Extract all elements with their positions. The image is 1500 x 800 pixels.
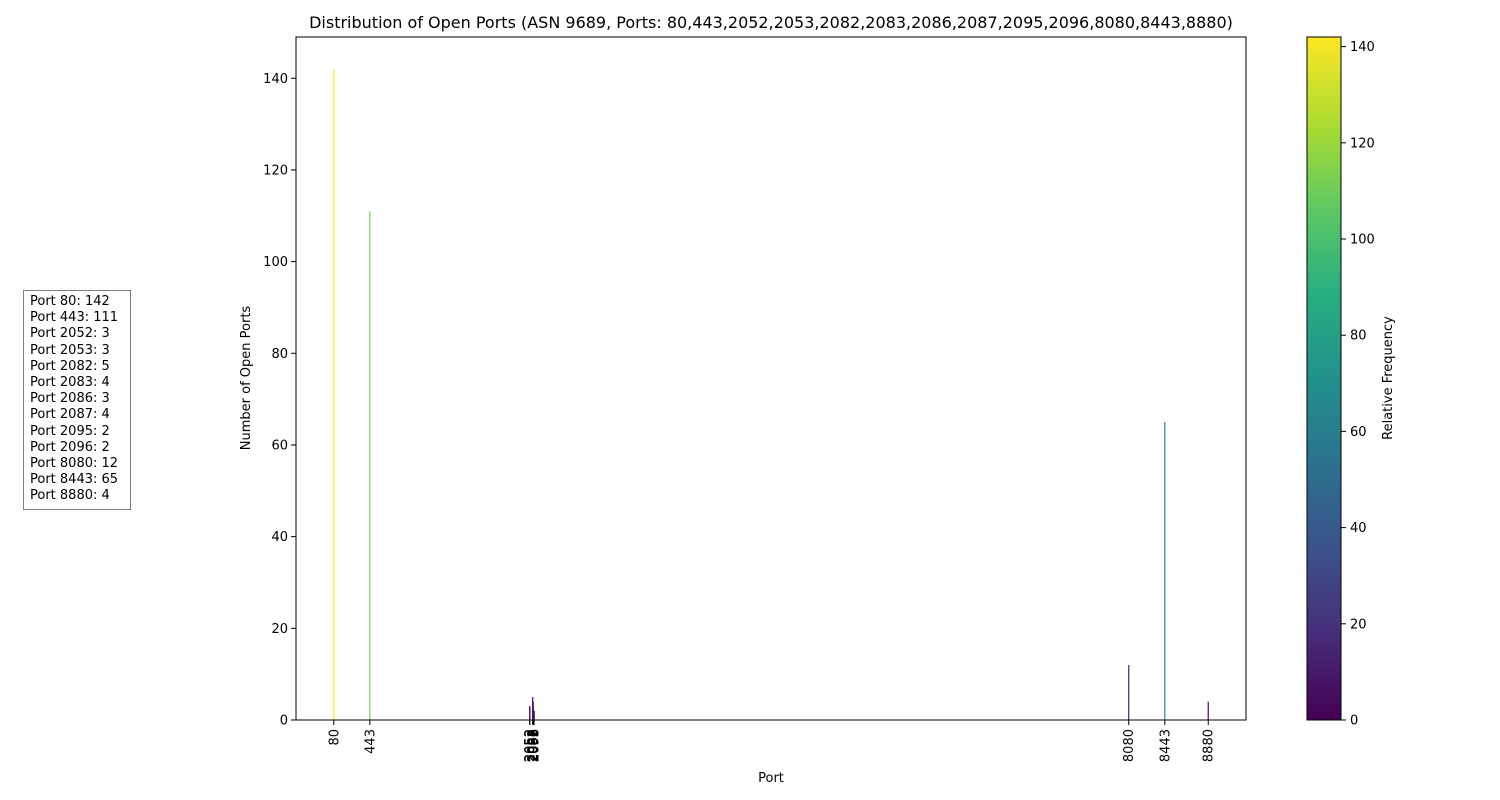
- annotation-line: Port 2095: 2: [30, 423, 110, 439]
- colorbar-ticks: 0 20 40 60 80 100 120 140: [1341, 40, 1375, 729]
- colorbar-tick-label: 80: [1350, 329, 1367, 344]
- colorbar-tick-label: 120: [1350, 136, 1375, 151]
- annotation-line: Port 8880: 4: [30, 488, 110, 504]
- y-tick-label: 60: [271, 438, 288, 453]
- colorbar-tick-label: 20: [1350, 617, 1367, 632]
- y-tick-label: 140: [263, 72, 288, 87]
- y-axis-ticks: 0 20 40 60 80 100 120 140: [263, 72, 296, 729]
- annotation-line: Port 2087: 4: [30, 407, 110, 423]
- chart-title: Distribution of Open Ports (ASN 9689, Po…: [309, 13, 1233, 32]
- y-axis-label: Number of Open Ports: [239, 306, 254, 451]
- annotation-line: Port 443: 111: [30, 310, 119, 326]
- x-tick-label: 2083: [526, 729, 541, 762]
- x-tick-label: 2053: [523, 729, 538, 762]
- annotation-line: Port 2053: 3: [30, 342, 110, 358]
- x-tick-label: 8080: [1122, 729, 1137, 762]
- bar-port-2096: [533, 710, 535, 720]
- colorbar-tick-label: 0: [1350, 714, 1358, 729]
- annotation-line: Port 80: 142: [30, 294, 110, 309]
- annotation-line: Port 2083: 4: [30, 375, 110, 391]
- annotation-line: Port 2082: 5: [30, 358, 110, 374]
- x-tick-label: 2087: [527, 729, 542, 762]
- x-tick-label: 2052: [523, 729, 538, 762]
- bar-port-8443: [1164, 422, 1166, 720]
- port-counts-annotation: Port 80: 142 Port 443: 111 Port 2052: 3 …: [23, 290, 131, 510]
- annotation-line: Port 2086: 3: [30, 391, 110, 407]
- x-tick-label: 2082: [526, 729, 541, 762]
- x-tick-label: 2095: [527, 729, 542, 762]
- y-tick-label: 100: [263, 255, 288, 270]
- x-tick-label: 2086: [527, 729, 542, 762]
- bar-port-8080: [1128, 664, 1130, 720]
- x-tick-label: 80: [327, 729, 342, 746]
- colorbar-tick-label: 60: [1350, 425, 1367, 440]
- y-tick-label: 0: [280, 714, 288, 729]
- colorbar: [1306, 36, 1342, 721]
- y-tick-label: 20: [271, 622, 288, 637]
- annotation-line: Port 8443: 65: [30, 472, 119, 488]
- x-tick-label: 443: [363, 729, 378, 754]
- x-axis-label: Port: [758, 771, 784, 786]
- colorbar-label: Relative Frequency: [1381, 316, 1396, 440]
- y-tick-label: 120: [263, 163, 288, 178]
- bar-port-80: [333, 69, 335, 720]
- bar-port-443: [369, 211, 371, 720]
- y-tick-label: 40: [271, 530, 288, 545]
- colorbar-tick-label: 40: [1350, 521, 1367, 536]
- annotation-line: Port 8080: 12: [30, 456, 119, 472]
- bar-port-8880: [1207, 701, 1209, 720]
- bar-port-2053: [529, 706, 531, 720]
- x-tick-label: 8880: [1202, 729, 1217, 762]
- plot-frame: [295, 36, 1247, 721]
- x-tick-label: 2096: [528, 729, 543, 762]
- x-tick-label: 8443: [1158, 729, 1173, 762]
- y-tick-label: 80: [271, 347, 288, 362]
- colorbar-tick-label: 100: [1350, 233, 1375, 248]
- bar-port-2087: [532, 701, 534, 720]
- annotation-line: Port 2052: 3: [30, 326, 110, 342]
- bars-group: [333, 69, 1209, 720]
- annotation-line: Port 2096: 2: [30, 439, 110, 455]
- colorbar-tick-label: 140: [1350, 40, 1375, 55]
